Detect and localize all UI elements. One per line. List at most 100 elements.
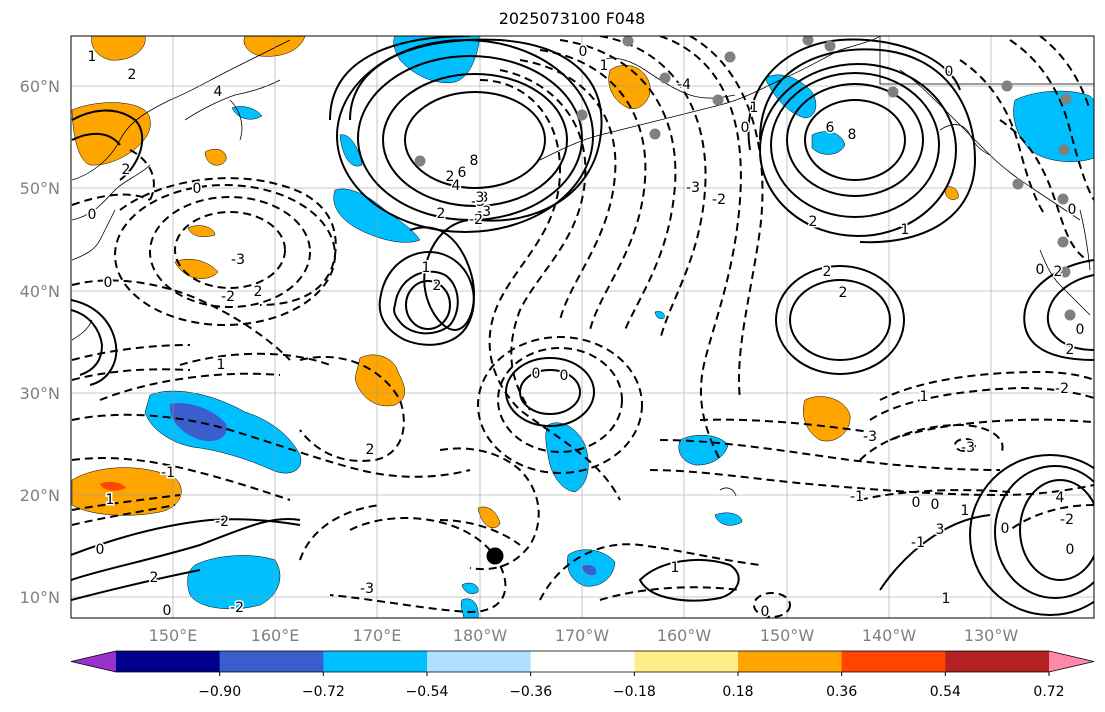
- contour-label: -3: [961, 440, 975, 456]
- contour-label: -1: [911, 535, 925, 551]
- field-cyan: [187, 555, 281, 610]
- contour-label: -2: [1060, 512, 1074, 528]
- latitude-axis: 60°N 50°N 40°N 30°N 20°N 10°N: [20, 77, 60, 607]
- contour-label: -3: [686, 180, 700, 196]
- station-marker: [1001, 80, 1013, 92]
- contour-label: 3: [476, 190, 485, 206]
- field-cyan: [461, 582, 479, 594]
- colorbar-tick-label: 0.72: [1033, 684, 1064, 700]
- colorbar-cell: [945, 651, 1050, 672]
- field-red: [100, 481, 126, 491]
- contour-label: 1: [942, 591, 951, 607]
- colorbar-tick-label: −0.72: [302, 684, 345, 700]
- lon-label: 140°W: [862, 626, 917, 645]
- contour-label: 2: [809, 214, 818, 230]
- contour-label: 0: [88, 207, 97, 223]
- station-marker: [622, 36, 634, 47]
- station-marker: [724, 51, 736, 63]
- station-marker: [1064, 309, 1076, 321]
- contour-label: 1: [750, 100, 759, 116]
- field-cyan: [654, 311, 665, 319]
- contour-label: 0: [163, 603, 172, 619]
- station-markers: [414, 36, 1076, 321]
- contour-label: 0: [1066, 542, 1075, 558]
- contour-label: 2: [823, 264, 832, 280]
- contour-label: 4: [214, 84, 223, 100]
- field-orange: [608, 65, 651, 110]
- center-marker: [486, 547, 504, 565]
- contour-label: -3: [360, 581, 374, 597]
- lat-label: 10°N: [20, 588, 60, 607]
- contour-label: 8: [848, 127, 857, 143]
- colorbar-cell: [219, 651, 324, 672]
- dashed-contours: [71, 36, 1094, 618]
- contour-label: -4: [677, 77, 691, 93]
- field-medblue: [169, 403, 227, 442]
- colorbar-tick-label: −0.54: [406, 684, 449, 700]
- lat-label: 60°N: [20, 77, 60, 96]
- contour-label: -2: [712, 192, 726, 208]
- contour-label: 2: [839, 285, 848, 301]
- lat-label: 20°N: [20, 486, 60, 505]
- contour-label: 3: [480, 190, 489, 206]
- contour-label: -3: [231, 252, 245, 268]
- contour-label: 2: [122, 162, 131, 178]
- contour-label: 0: [96, 542, 105, 558]
- lon-label: 170°W: [555, 626, 610, 645]
- contour-label: 1: [920, 389, 929, 405]
- contour-label: 1: [901, 222, 910, 238]
- field-cyan: [811, 131, 846, 155]
- field-orange: [71, 467, 182, 516]
- contour-label: -2: [230, 600, 244, 616]
- station-marker: [1057, 193, 1069, 205]
- field-cyan: [231, 106, 263, 120]
- contour-label: 0: [193, 181, 202, 197]
- colorbar-cell: [323, 651, 428, 672]
- contour-label: 1: [600, 58, 609, 74]
- contour-label: 0: [912, 495, 921, 511]
- contour-label: 0: [579, 44, 588, 60]
- colorbar-tick-label: 0.18: [722, 684, 753, 700]
- station-marker: [1059, 266, 1071, 278]
- colorbar-cell: [116, 651, 221, 672]
- lon-label: 130°W: [964, 626, 1019, 645]
- colorbar-tick-label: 0.36: [826, 684, 857, 700]
- colorbar-cell: [841, 651, 946, 672]
- colorbar-cell: [530, 651, 635, 672]
- colorbar-outline: [70, 650, 1095, 673]
- contour-label: 2: [1066, 342, 1075, 358]
- colorbar-tick-label: −0.36: [509, 684, 552, 700]
- station-marker: [1060, 93, 1072, 105]
- field-orange: [803, 396, 851, 442]
- field-cyan: [460, 598, 479, 618]
- contour-label: 1: [671, 560, 680, 576]
- contour-label: 0: [1001, 521, 1010, 537]
- contour-label: -3: [471, 194, 485, 210]
- station-marker: [659, 72, 671, 84]
- contour-label: 1: [901, 222, 910, 238]
- field-cyan: [339, 134, 363, 167]
- field-orange: [243, 36, 306, 57]
- colorbar: −0.90 −0.72 −0.54 −0.36 −0.18 0.18 0.36 0.54 0.7…: [70, 650, 1095, 700]
- station-marker: [1012, 178, 1024, 190]
- contour-label: 0: [560, 368, 569, 384]
- station-marker: [414, 155, 426, 167]
- lon-label: 160°E: [251, 626, 300, 645]
- contour-label: 2: [433, 278, 442, 294]
- lat-label: 40°N: [20, 282, 60, 301]
- lat-label: 30°N: [20, 384, 60, 403]
- lon-label: 150°E: [149, 626, 198, 645]
- lat-label: 50°N: [20, 179, 60, 198]
- field-orange: [944, 186, 959, 200]
- lon-label: 160°W: [657, 626, 712, 645]
- station-marker: [887, 86, 899, 98]
- station-marker: [802, 36, 814, 46]
- contour-label: 0: [104, 275, 113, 291]
- contour-label: 2: [150, 570, 159, 586]
- colorbar-cell: [71, 651, 116, 672]
- field-orange: [187, 225, 216, 237]
- field-orange: [91, 36, 146, 61]
- field-cyan: [545, 422, 589, 493]
